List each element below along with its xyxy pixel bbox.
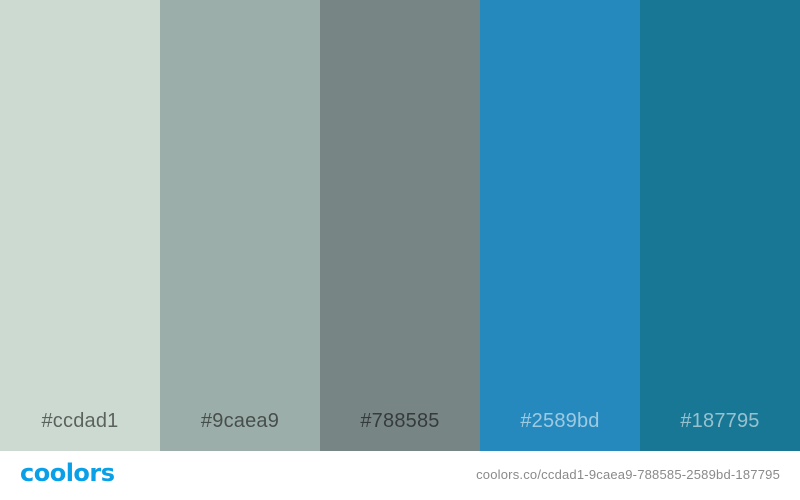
color-palette: #ccdad1 #9caea9 #788585 #2589bd #187795	[0, 0, 800, 451]
coolors-logo[interactable]: coolors	[20, 459, 115, 487]
swatch-hex-label: #788585	[360, 410, 440, 432]
color-swatch-4[interactable]: #2589bd	[480, 0, 640, 451]
palette-url[interactable]: coolors.co/ccdad1-9caea9-788585-2589bd-1…	[476, 467, 780, 482]
footer-bar: coolors coolors.co/ccdad1-9caea9-788585-…	[0, 451, 800, 500]
swatch-hex-label: #9caea9	[200, 410, 280, 432]
color-swatch-2[interactable]: #9caea9	[160, 0, 320, 451]
color-swatch-3[interactable]: #788585	[320, 0, 480, 451]
swatch-hex-label: #ccdad1	[41, 410, 119, 432]
color-swatch-1[interactable]: #ccdad1	[0, 0, 160, 451]
swatch-hex-label: #2589bd	[520, 410, 600, 432]
swatch-hex-label: #187795	[680, 410, 760, 432]
color-swatch-5[interactable]: #187795	[640, 0, 800, 451]
